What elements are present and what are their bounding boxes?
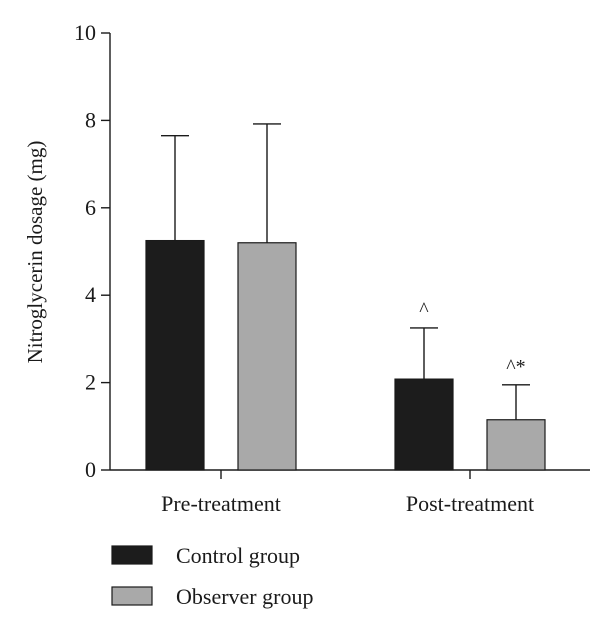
bar-control-group-post-treatment xyxy=(394,378,454,471)
legend-label: Control group xyxy=(176,543,300,568)
y-tick-label: 2 xyxy=(85,370,96,395)
y-tick-label: 6 xyxy=(85,195,96,220)
legend-swatch-observer-group xyxy=(111,586,153,606)
bar-control-group-pre-treatment xyxy=(145,239,205,471)
legend-label: Observer group xyxy=(176,584,313,609)
y-tick-label: 0 xyxy=(85,457,96,482)
significance-marker: ^ xyxy=(419,299,429,321)
y-axis-label: Nitroglycerin dosage (mg) xyxy=(23,141,47,364)
legend: Control group Observer group xyxy=(111,543,313,609)
significance-marker: ^* xyxy=(506,356,525,378)
x-tick-label: Pre-treatment xyxy=(161,491,281,516)
plot-area: 0 2 4 6 8 10 Pre-treatment Post-treatment ^ ^* xyxy=(74,20,590,516)
bar-observer-group-pre-treatment xyxy=(237,242,297,471)
legend-swatch-control-group xyxy=(111,545,153,565)
y-tick-label: 8 xyxy=(85,107,96,132)
x-tick-label: Post-treatment xyxy=(406,491,534,516)
y-tick-label: 10 xyxy=(74,20,96,45)
y-tick-label: 4 xyxy=(85,282,96,307)
bar-observer-group-post-treatment xyxy=(486,419,546,471)
